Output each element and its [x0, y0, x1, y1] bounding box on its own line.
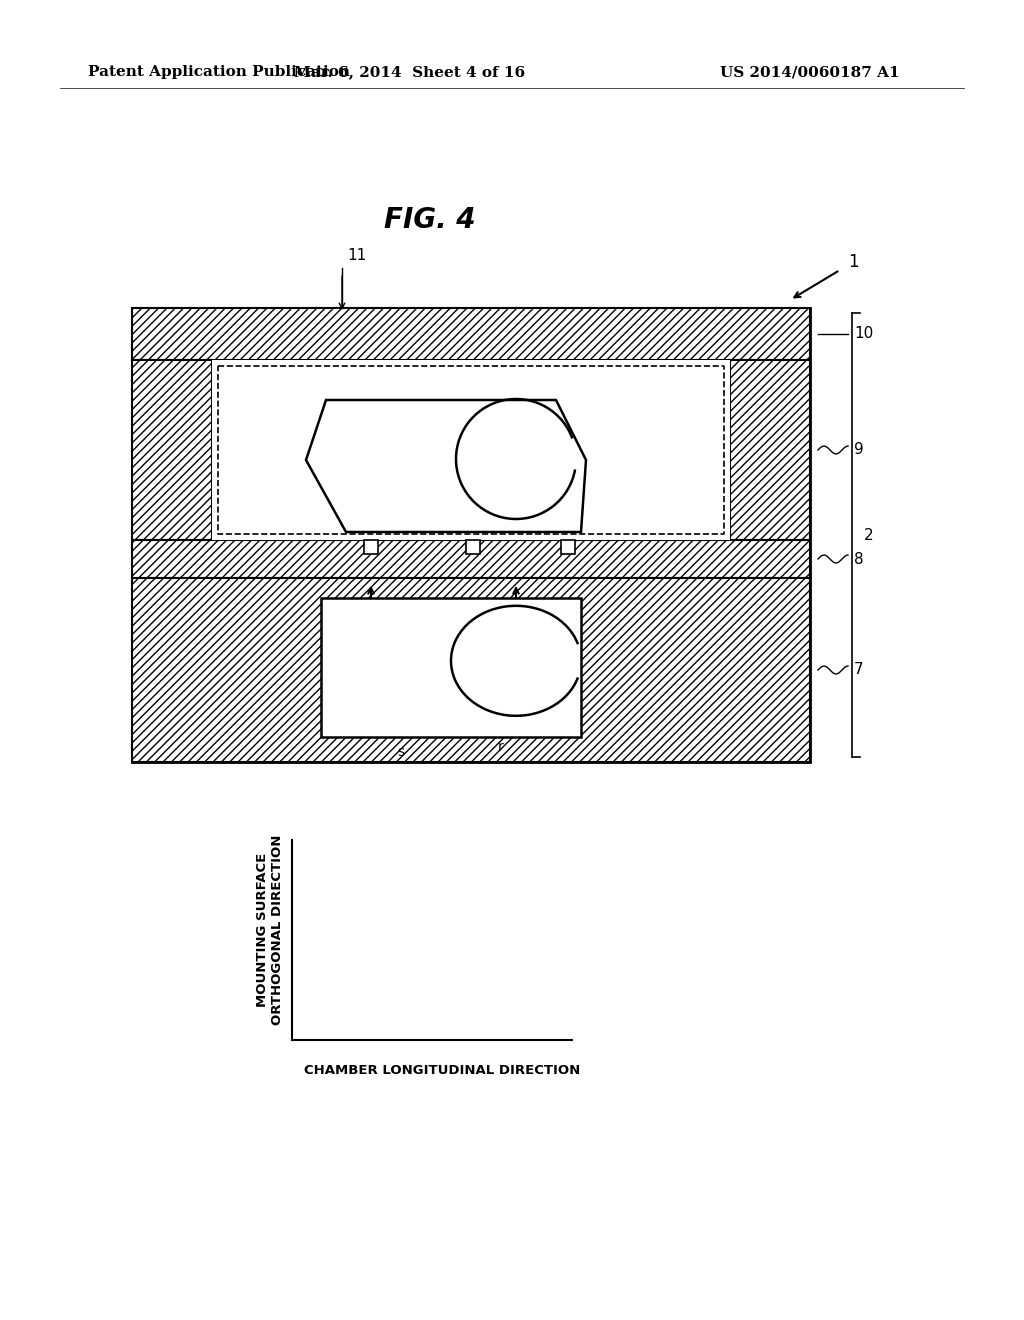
- Bar: [561, 540, 575, 554]
- Text: 9: 9: [854, 442, 864, 458]
- Text: 12: 12: [431, 463, 449, 477]
- Text: 2: 2: [864, 528, 873, 543]
- Bar: [132, 308, 810, 762]
- Text: MOUNTING SURFACE
ORTHOGONAL DIRECTION: MOUNTING SURFACE ORTHOGONAL DIRECTION: [256, 834, 284, 1026]
- Text: 3: 3: [537, 725, 546, 739]
- Text: 1: 1: [848, 253, 859, 271]
- Text: p: p: [542, 412, 551, 426]
- Text: 7: 7: [854, 663, 863, 677]
- Text: Patent Application Publication: Patent Application Publication: [88, 65, 350, 79]
- Text: Mar. 6, 2014  Sheet 4 of 16: Mar. 6, 2014 Sheet 4 of 16: [295, 65, 525, 79]
- Text: q: q: [333, 395, 341, 409]
- Polygon shape: [321, 598, 581, 737]
- Text: r: r: [498, 741, 504, 754]
- Bar: [132, 308, 810, 360]
- Text: 4: 4: [441, 725, 451, 739]
- Text: 8: 8: [854, 552, 863, 566]
- Text: s: s: [397, 744, 404, 759]
- Text: 10a: 10a: [374, 395, 400, 409]
- Text: 11: 11: [347, 248, 367, 264]
- Polygon shape: [306, 400, 586, 532]
- Bar: [466, 540, 480, 554]
- Text: US 2014/0060187 A1: US 2014/0060187 A1: [720, 65, 900, 79]
- Text: 9b: 9b: [230, 395, 248, 409]
- Text: 9a: 9a: [433, 395, 451, 409]
- Text: CHAMBER LONGITUDINAL DIRECTION: CHAMBER LONGITUDINAL DIRECTION: [304, 1064, 581, 1077]
- Bar: [212, 360, 730, 540]
- Bar: [132, 578, 810, 762]
- Text: FIG. 4: FIG. 4: [384, 206, 476, 234]
- Bar: [132, 540, 810, 578]
- Bar: [364, 540, 378, 554]
- Text: G: G: [302, 395, 312, 409]
- Text: 10: 10: [854, 326, 873, 342]
- Bar: [132, 360, 212, 540]
- Text: 5: 5: [342, 725, 350, 739]
- Bar: [730, 360, 810, 540]
